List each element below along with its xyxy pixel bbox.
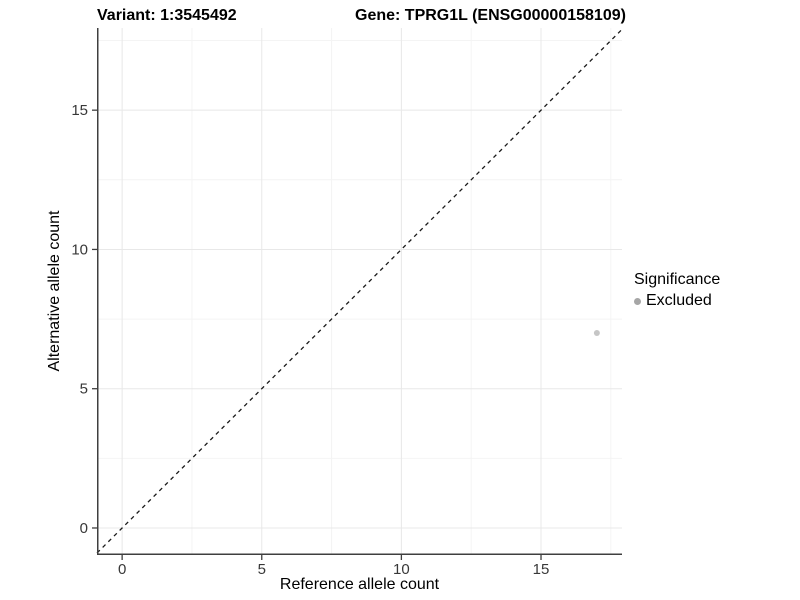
x-axis-title: Reference allele count xyxy=(279,576,440,593)
svg-text:15: 15 xyxy=(71,102,88,119)
svg-text:5: 5 xyxy=(258,561,266,578)
legend-point-icon xyxy=(634,297,641,305)
plot-canvas: 0 5 10 15 0 5 10 15 xyxy=(71,28,623,578)
plot-title-variant: Variant: 1:3545492 xyxy=(97,7,237,24)
svg-text:10: 10 xyxy=(71,241,88,258)
svg-text:5: 5 xyxy=(80,381,88,398)
plot-title-gene: Gene: TPRG1L (ENSG00000158109) xyxy=(355,7,626,24)
svg-text:0: 0 xyxy=(80,520,88,537)
legend-entry-excluded: Excluded xyxy=(634,292,720,310)
svg-text:15: 15 xyxy=(533,561,550,578)
legend-title: Significance xyxy=(634,271,721,288)
legend: Significance Excluded xyxy=(634,270,720,310)
legend-entry-label: Excluded xyxy=(646,292,712,309)
svg-text:0: 0 xyxy=(118,561,126,578)
svg-text:10: 10 xyxy=(393,561,410,578)
